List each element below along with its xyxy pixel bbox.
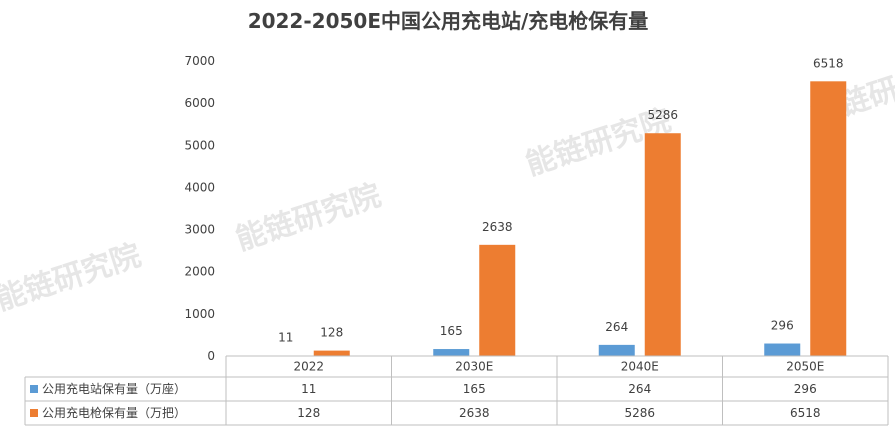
chart-title: 2022-2050E中国公用充电站/充电枪保有量 <box>248 9 649 33</box>
y-tick-label: 2000 <box>184 265 215 279</box>
table-cell: 128 <box>297 406 320 420</box>
y-tick-label: 4000 <box>184 180 215 194</box>
y-axis: 0 1000 2000 3000 4000 5000 6000 7000 <box>184 54 215 363</box>
data-label: 264 <box>605 320 628 334</box>
legend-label: 公用充电枪保有量（万把） <box>42 405 186 420</box>
y-tick-label: 5000 <box>184 138 215 152</box>
table-cell: 11 <box>301 382 316 396</box>
data-label: 2638 <box>482 220 513 234</box>
watermark-text: 能链研究院 <box>232 178 385 258</box>
y-tick-label: 6000 <box>184 96 215 110</box>
bar-stations <box>433 349 470 356</box>
y-tick-label: 3000 <box>184 223 215 237</box>
bar-stations <box>598 344 635 356</box>
data-label: 11 <box>278 331 293 345</box>
data-label: 296 <box>771 319 794 333</box>
data-label: 165 <box>440 324 463 338</box>
bar-chargers <box>479 244 516 356</box>
table-cell: 5286 <box>624 406 655 420</box>
table-cell: 2638 <box>459 406 490 420</box>
y-tick-label: 7000 <box>184 54 215 68</box>
x-category-label: 2050E <box>786 360 824 374</box>
table-cell: 165 <box>463 382 486 396</box>
legend-label: 公用充电站保有量（万座） <box>42 381 186 396</box>
data-label: 6518 <box>813 56 844 70</box>
bar-chargers <box>810 81 847 356</box>
watermark: 能链研究院 能链研究院 能链研究院 能链研究院 <box>0 53 895 318</box>
data-label: 5286 <box>647 108 678 122</box>
table-cell: 6518 <box>790 406 821 420</box>
data-label: 128 <box>320 326 343 340</box>
legend-swatch <box>30 409 38 417</box>
plot-area: 11 128 165 2638 264 5286 296 6518 <box>267 56 847 356</box>
y-tick-label: 0 <box>207 349 215 363</box>
bar-chargers <box>644 133 681 356</box>
legend-swatch <box>30 385 38 393</box>
x-category-label: 2030E <box>455 360 493 374</box>
x-category-label: 2022 <box>293 360 324 374</box>
table-cell: 264 <box>628 382 651 396</box>
bar-chargers <box>313 350 350 356</box>
bar-stations <box>764 343 801 356</box>
x-category-label: 2040E <box>621 360 659 374</box>
data-table: 2022 2030E 2040E 2050E 公用充电站保有量（万座） 11 165 264 2… <box>24 355 889 426</box>
table-cell: 296 <box>794 382 817 396</box>
watermark-text: 能链研究院 <box>0 238 145 318</box>
y-tick-label: 1000 <box>184 307 215 321</box>
